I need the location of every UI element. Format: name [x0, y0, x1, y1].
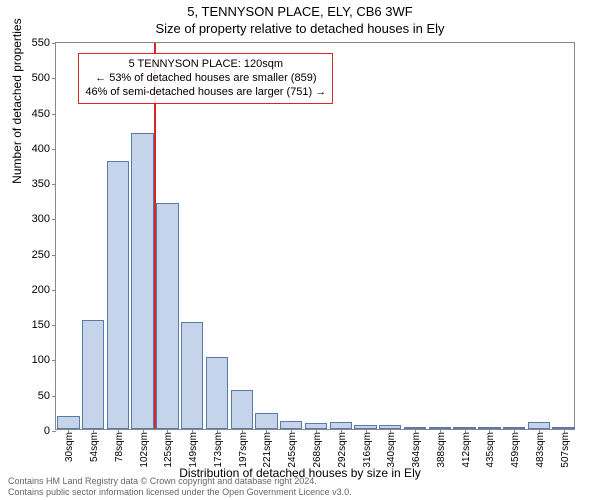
histogram-bar — [255, 413, 277, 429]
x-tick-mark — [68, 429, 69, 433]
annotation-line: 46% of semi-detached houses are larger (… — [85, 85, 326, 99]
x-tick-mark — [143, 429, 144, 433]
x-tick-mark — [465, 429, 466, 433]
footer-line-2: Contains public sector information licen… — [8, 487, 352, 498]
x-tick-mark — [266, 429, 267, 433]
histogram-bar — [82, 320, 104, 429]
histogram-bar — [305, 423, 327, 429]
x-tick-mark — [489, 429, 490, 433]
y-tick-mark — [52, 184, 56, 185]
x-tick-label: 30sqm — [64, 429, 75, 462]
page-subtitle: Size of property relative to detached ho… — [0, 19, 600, 36]
histogram-bar — [131, 133, 153, 429]
histogram-bar — [528, 422, 550, 429]
chart-plot-area: 05010015020025030035040045050055030sqm54… — [55, 42, 575, 430]
y-tick-mark — [52, 255, 56, 256]
x-tick-label: 102sqm — [139, 429, 150, 468]
x-tick-label: 435sqm — [485, 429, 496, 468]
x-tick-label: 78sqm — [114, 429, 125, 462]
histogram-bar — [206, 357, 228, 429]
histogram-bar — [231, 390, 253, 429]
annotation-box: 5 TENNYSON PLACE: 120sqm← 53% of detache… — [78, 53, 333, 104]
x-tick-label: 197sqm — [238, 429, 249, 468]
x-tick-label: 340sqm — [386, 429, 397, 468]
histogram-bar — [57, 416, 79, 429]
histogram-bar — [379, 425, 401, 429]
x-tick-mark — [415, 429, 416, 433]
x-tick-mark — [217, 429, 218, 433]
x-tick-label: 364sqm — [411, 429, 422, 468]
histogram-bar — [503, 427, 525, 429]
y-tick-mark — [52, 431, 56, 432]
histogram-bar — [156, 203, 178, 429]
x-tick-label: 507sqm — [560, 429, 571, 468]
histogram-bar — [330, 422, 352, 429]
histogram-bar — [404, 427, 426, 429]
x-tick-mark — [440, 429, 441, 433]
x-tick-mark — [564, 429, 565, 433]
y-axis-label: Number of detached properties — [10, 18, 24, 183]
histogram-bar — [453, 427, 475, 429]
x-tick-mark — [539, 429, 540, 433]
x-tick-label: 268sqm — [312, 429, 323, 468]
x-tick-mark — [514, 429, 515, 433]
annotation-line: 5 TENNYSON PLACE: 120sqm — [85, 57, 326, 71]
x-tick-label: 292sqm — [337, 429, 348, 468]
x-tick-label: 221sqm — [262, 429, 273, 468]
x-tick-mark — [242, 429, 243, 433]
footer-attribution: Contains HM Land Registry data © Crown c… — [8, 476, 352, 498]
x-tick-mark — [118, 429, 119, 433]
page-title: 5, TENNYSON PLACE, ELY, CB6 3WF — [0, 0, 600, 19]
x-tick-label: 388sqm — [436, 429, 447, 468]
y-tick-mark — [52, 219, 56, 220]
x-tick-mark — [316, 429, 317, 433]
x-tick-label: 149sqm — [188, 429, 199, 468]
y-tick-mark — [52, 396, 56, 397]
y-tick-mark — [52, 78, 56, 79]
x-tick-label: 483sqm — [535, 429, 546, 468]
x-tick-mark — [93, 429, 94, 433]
histogram-bar — [280, 421, 302, 429]
x-tick-mark — [366, 429, 367, 433]
x-tick-mark — [167, 429, 168, 433]
y-tick-mark — [52, 360, 56, 361]
y-tick-mark — [52, 149, 56, 150]
histogram-bar — [181, 322, 203, 429]
histogram-bar — [354, 425, 376, 429]
x-tick-label: 245sqm — [287, 429, 298, 468]
x-tick-label: 125sqm — [163, 429, 174, 468]
footer-line-1: Contains HM Land Registry data © Crown c… — [8, 476, 352, 487]
x-tick-label: 316sqm — [362, 429, 373, 468]
annotation-line: ← 53% of detached houses are smaller (85… — [85, 71, 326, 85]
y-tick-mark — [52, 290, 56, 291]
x-tick-label: 173sqm — [213, 429, 224, 468]
x-tick-label: 412sqm — [461, 429, 472, 468]
y-tick-mark — [52, 114, 56, 115]
x-tick-label: 54sqm — [89, 429, 100, 462]
x-tick-label: 459sqm — [510, 429, 521, 468]
histogram-bar — [429, 427, 451, 429]
y-tick-mark — [52, 325, 56, 326]
histogram-bar — [552, 427, 574, 429]
y-tick-mark — [52, 43, 56, 44]
x-tick-mark — [291, 429, 292, 433]
x-tick-mark — [192, 429, 193, 433]
x-tick-mark — [390, 429, 391, 433]
histogram-bar — [478, 427, 500, 429]
histogram-bar — [107, 161, 129, 429]
x-tick-mark — [341, 429, 342, 433]
